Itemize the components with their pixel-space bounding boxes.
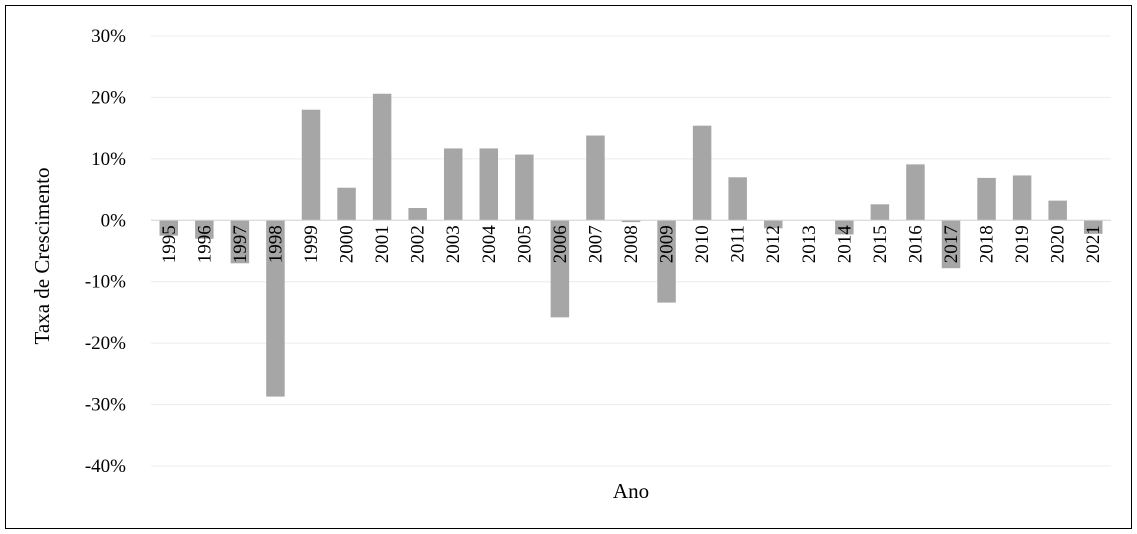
growth-rate-bar-chart: -40% -30% -20% -10% 0% 10% 20% 30% 1995 1996 1997… [30, 26, 1111, 503]
bar [657, 220, 676, 303]
bar [301, 109, 321, 221]
bar [1012, 175, 1032, 221]
bar [159, 220, 179, 236]
bar [1083, 220, 1103, 234]
x-category-label: 2021 [1083, 225, 1104, 263]
bar [906, 164, 925, 221]
chart-frame: -40% -30% -20% -10% 0% 10% 20% 30% 1995 1996 1997… [5, 5, 1132, 529]
x-category-label: 2003 [443, 225, 464, 263]
bar [586, 135, 605, 221]
y-tick-label: 10% [91, 149, 126, 170]
bar [728, 177, 747, 221]
x-category-label: 1997 [230, 225, 251, 263]
bar [230, 220, 250, 264]
bar [870, 204, 890, 221]
bar [1048, 200, 1067, 221]
bar [835, 220, 854, 235]
y-tick-label: -40% [85, 456, 126, 477]
x-category-label: 2015 [870, 225, 891, 263]
x-category-label: 1998 [265, 225, 286, 263]
x-category-label: 2004 [479, 225, 500, 263]
bar [408, 208, 427, 221]
bar [443, 148, 463, 221]
x-category-label: 2000 [337, 225, 358, 263]
bar [195, 220, 214, 239]
category-labels: 1995 1996 1997 1998 1999 2000 2001 2002 2003 2004… [159, 225, 1104, 263]
y-axis-title: Taxa de Crescimento [30, 168, 54, 345]
x-category-label: 2001 [372, 225, 393, 263]
y-tick-labels: -40% -30% -20% -10% 0% 10% 20% 30% [85, 26, 126, 477]
bar [550, 220, 570, 318]
x-category-label: 2019 [1012, 225, 1033, 263]
y-tick-label: 20% [91, 87, 126, 108]
y-tick-label: -30% [85, 395, 126, 416]
x-category-label: 2012 [763, 225, 784, 263]
x-category-label: 2010 [692, 225, 713, 263]
x-category-label: 2016 [905, 225, 926, 263]
x-category-label: 1996 [194, 225, 215, 263]
x-category-label: 2017 [941, 225, 962, 263]
x-category-label: 2009 [657, 225, 678, 263]
x-category-label: 2006 [550, 225, 571, 263]
x-category-label: 2007 [585, 225, 606, 263]
bar [977, 177, 996, 221]
y-tick-label: 0% [101, 210, 127, 231]
bar [763, 220, 783, 229]
bar [337, 187, 356, 221]
x-category-label: 2011 [728, 225, 749, 262]
bar [515, 154, 534, 221]
x-category-label: 2005 [514, 225, 535, 263]
bar [479, 148, 499, 221]
y-tick-label: -10% [85, 272, 126, 293]
y-tick-label: -20% [85, 333, 126, 354]
x-category-label: 2018 [977, 225, 998, 263]
x-category-label: 1995 [159, 225, 180, 263]
bar [941, 220, 961, 269]
bar [266, 220, 285, 397]
x-category-label: 1999 [301, 225, 322, 263]
x-category-label: 2014 [834, 225, 855, 263]
x-category-label: 2008 [621, 225, 642, 263]
bars [159, 93, 1103, 397]
bar [621, 220, 641, 223]
x-category-label: 2002 [408, 225, 429, 263]
x-axis-title: Ano [613, 479, 649, 503]
x-category-label: 2013 [799, 225, 820, 263]
bar [692, 125, 712, 221]
bar [372, 93, 392, 221]
x-category-label: 2020 [1048, 225, 1069, 263]
y-tick-label: 30% [91, 26, 126, 47]
